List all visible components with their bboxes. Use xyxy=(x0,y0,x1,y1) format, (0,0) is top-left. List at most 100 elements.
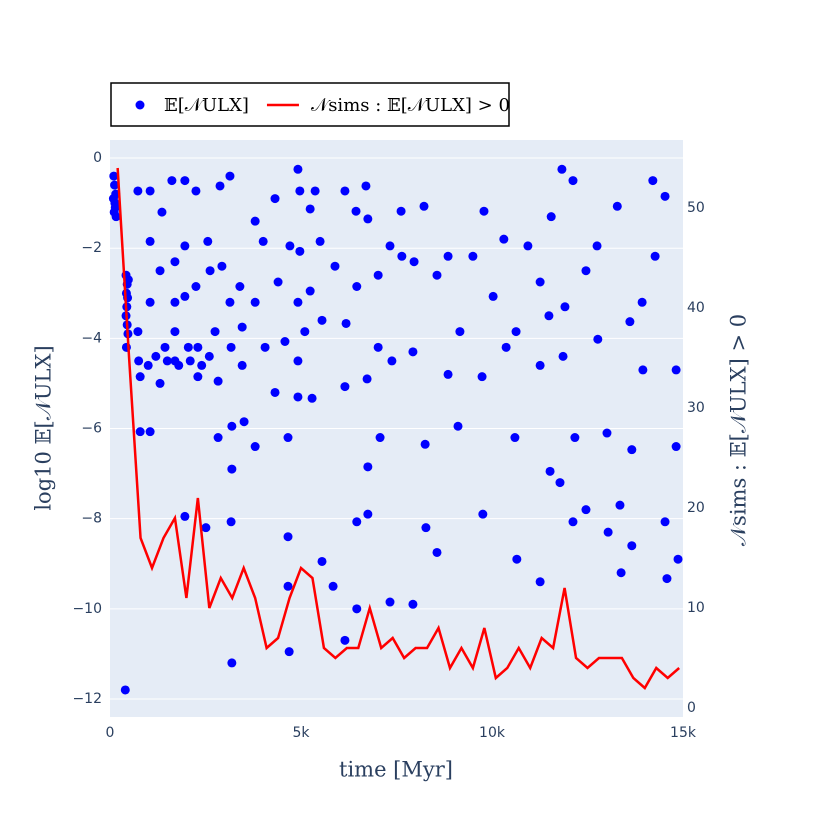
scatter-point xyxy=(155,266,165,276)
scatter-point xyxy=(545,466,555,476)
y-tick-label: −4 xyxy=(81,330,102,346)
scatter-point xyxy=(602,428,612,438)
marks xyxy=(108,164,683,695)
scatter-point xyxy=(340,382,350,392)
scatter-point xyxy=(340,186,350,196)
scatter-point xyxy=(477,372,487,382)
scatter-point xyxy=(204,351,214,361)
scatter-point xyxy=(310,186,320,196)
scatter-point xyxy=(295,246,305,256)
scatter-point xyxy=(180,176,190,186)
scatter-point xyxy=(270,387,280,397)
scatter-point xyxy=(305,204,315,214)
scatter-point xyxy=(558,351,568,361)
scatter-point xyxy=(133,186,143,196)
scatter-point xyxy=(625,317,635,327)
scatter-point xyxy=(479,206,489,216)
scatter-point xyxy=(501,342,511,352)
scatter-point xyxy=(570,433,580,443)
scatter-point xyxy=(258,236,268,246)
scatter-point xyxy=(167,176,177,186)
scatter-point xyxy=(638,365,648,375)
x-tick-label: 10k xyxy=(479,725,506,741)
scatter-point xyxy=(546,212,556,222)
scatter-point xyxy=(217,261,227,271)
scatter-point xyxy=(293,356,303,366)
scatter-point xyxy=(193,372,203,382)
scatter-point xyxy=(581,505,591,515)
scatter-point xyxy=(375,433,385,443)
scatter-point xyxy=(373,342,383,352)
scatter-point xyxy=(387,356,397,366)
scatter-point xyxy=(260,342,270,352)
scatter-point xyxy=(340,635,350,645)
scatter-point xyxy=(396,206,406,216)
scatter-point xyxy=(593,334,603,344)
scatter-point xyxy=(239,417,249,427)
scatter-point xyxy=(592,241,602,251)
scatter-point xyxy=(488,291,498,301)
scatter-point xyxy=(510,433,520,443)
scatter-point xyxy=(673,554,683,564)
scatter-point xyxy=(362,374,372,384)
scatter-point xyxy=(185,356,195,366)
scatter-point xyxy=(419,201,429,211)
scatter-point xyxy=(317,556,327,566)
scatter-point xyxy=(535,577,545,587)
y-tick-label: −2 xyxy=(81,240,102,256)
scatter-point xyxy=(273,277,283,287)
scatter-point xyxy=(293,392,303,402)
legend-box xyxy=(110,82,510,127)
x-tick-label: 0 xyxy=(106,725,115,741)
y-tick-label: −10 xyxy=(72,601,102,617)
scatter-point xyxy=(581,266,591,276)
scatter-point xyxy=(420,439,430,449)
scatter-point xyxy=(237,322,247,332)
scatter-point xyxy=(455,327,465,337)
y2-tick-label: 0 xyxy=(687,700,696,716)
scatter-point xyxy=(210,327,220,337)
scatter-point xyxy=(270,194,280,204)
scatter-point xyxy=(363,462,373,472)
y-axis-title: log10 𝔼[𝒩ULX] xyxy=(32,345,56,510)
scatter-point xyxy=(135,427,145,437)
scatter-point xyxy=(111,212,121,222)
x-tick-label: 15k xyxy=(670,725,697,741)
legend: 𝔼[𝒩ULX] 𝒩sims : 𝔼[𝒩ULX] > 0 xyxy=(135,95,510,116)
scatter-point xyxy=(180,241,190,251)
scatter-point xyxy=(409,257,419,267)
scatter-point xyxy=(432,270,442,280)
scatter-point xyxy=(315,236,325,246)
line xyxy=(116,167,681,690)
y2-tick-label: 10 xyxy=(687,600,705,616)
scatter-point xyxy=(660,191,670,201)
scatter-point xyxy=(162,356,172,366)
scatter-point xyxy=(205,266,215,276)
scatter-point xyxy=(627,445,637,455)
y-tick-label: −8 xyxy=(81,511,102,527)
scatter-point xyxy=(191,282,201,292)
scatter-point xyxy=(193,342,203,352)
scatter-point xyxy=(351,206,361,216)
scatter-point xyxy=(133,327,143,337)
scatter-point xyxy=(110,180,120,190)
scatter-point xyxy=(283,532,293,542)
scatter-point xyxy=(468,251,478,261)
legend-label: 𝒩sims : 𝔼[𝒩ULX] > 0 xyxy=(311,95,510,116)
scatter-point xyxy=(330,261,340,271)
scatter-point xyxy=(134,356,144,366)
scatter-point xyxy=(443,251,453,261)
scatter-point xyxy=(213,433,223,443)
scatter-point xyxy=(110,203,120,213)
scatter-point xyxy=(284,647,294,657)
scatter-point xyxy=(385,241,395,251)
scatter-point xyxy=(627,541,637,551)
scatter-point xyxy=(203,236,213,246)
scatter-point xyxy=(197,360,207,370)
scatter-point xyxy=(363,509,373,519)
scatter-point xyxy=(145,236,155,246)
scatter-point xyxy=(109,171,119,181)
scatter-point xyxy=(120,685,130,695)
scatter-point xyxy=(535,360,545,370)
